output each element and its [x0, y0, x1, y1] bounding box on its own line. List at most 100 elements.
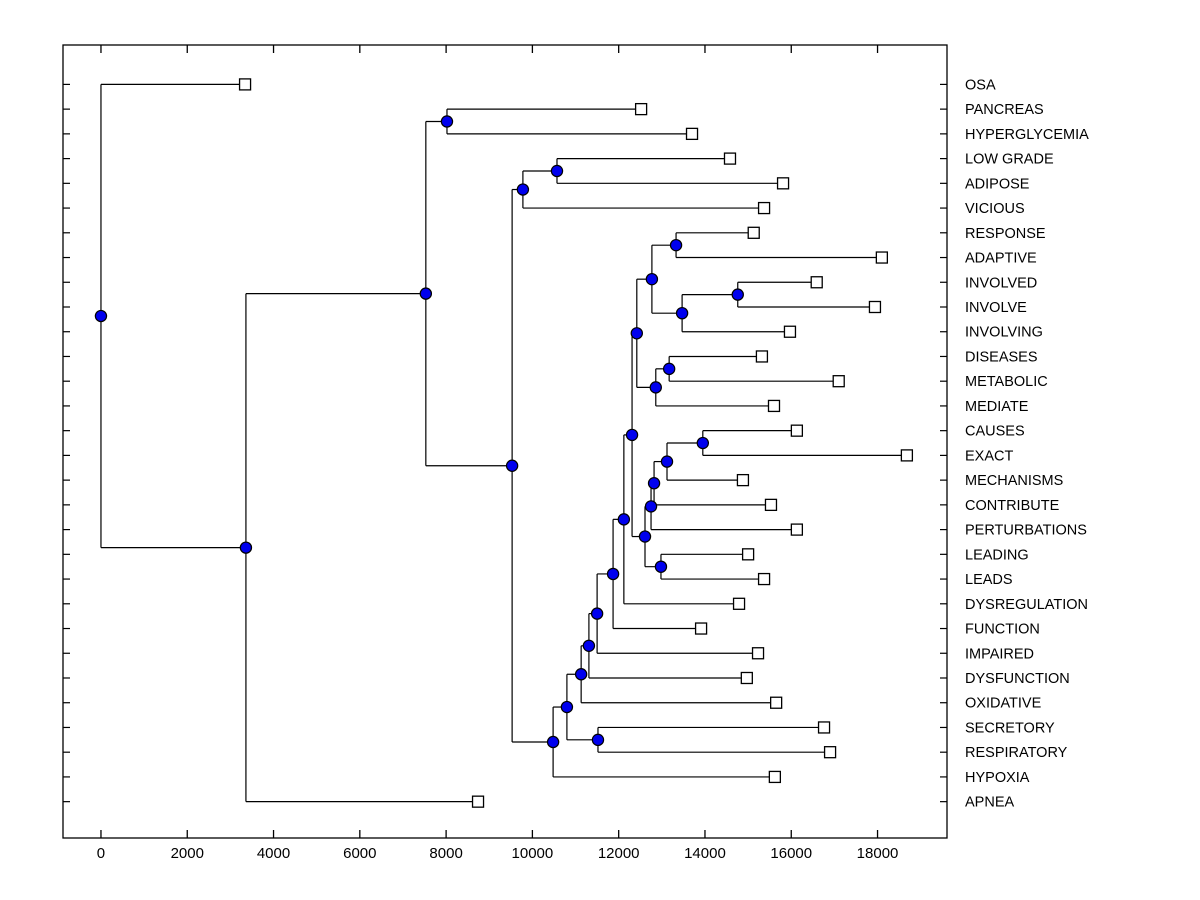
x-tick-label: 8000	[429, 845, 462, 862]
leaf-square-marker	[875, 251, 889, 264]
leaf-square-marker	[634, 102, 648, 116]
x-tick-label: 18000	[857, 845, 899, 862]
branch-node-dot	[696, 436, 710, 450]
leaf-label: DYSREGULATION	[965, 597, 1088, 613]
leaf-square-marker	[694, 622, 708, 635]
x-tick-label: 10000	[512, 845, 554, 862]
leaf-square-marker	[776, 177, 790, 190]
x-tick-label: 6000	[343, 845, 376, 862]
branch-node-dot	[440, 115, 454, 128]
leaf-label: MEDIATE	[965, 399, 1029, 415]
leaf-square-marker	[823, 746, 837, 759]
leaf-label: APNEA	[965, 795, 1014, 811]
leaf-square-marker	[238, 78, 252, 91]
x-tick-label: 0	[97, 845, 105, 862]
leaf-square-marker	[751, 647, 765, 660]
leaf-square-marker	[685, 127, 699, 141]
leaf-label: RESPIRATORY	[965, 745, 1068, 761]
branch-node-dot	[669, 238, 683, 252]
leaf-label: IMPAIRED	[965, 646, 1034, 662]
branch-node-dot	[662, 362, 676, 376]
leaf-label: DYSFUNCTION	[965, 671, 1070, 687]
x-tick-label: 12000	[598, 845, 640, 862]
leaf-square-marker	[471, 795, 485, 808]
x-tick-label: 2000	[171, 845, 204, 862]
branch-node-dot	[675, 306, 689, 320]
branch-node-dot	[516, 183, 530, 196]
plot-box	[62, 44, 948, 839]
branch-node-dot	[582, 639, 596, 652]
leaf-square-marker	[900, 449, 914, 462]
branch-node-dot	[654, 560, 668, 573]
leaf-square-marker	[732, 597, 746, 610]
leaf-square-marker	[736, 473, 750, 487]
leaf-square-marker	[757, 572, 771, 586]
branch-node-dot	[94, 309, 108, 323]
leaf-square-marker	[868, 300, 882, 314]
leaf-square-marker	[817, 721, 831, 734]
x-tick-label: 16000	[770, 845, 812, 862]
leaf-square-marker	[757, 201, 771, 215]
branch-node-dot	[239, 541, 253, 554]
leaf-label: CAUSES	[965, 424, 1025, 440]
branch-node-dot	[644, 500, 658, 513]
leaf-square-marker	[723, 152, 737, 165]
leaf-label: VICIOUS	[965, 201, 1025, 217]
leaf-label: OXIDATIVE	[965, 696, 1042, 712]
leaf-label: PANCREAS	[965, 102, 1044, 118]
branch-node-dot	[649, 381, 662, 394]
leaf-label: LEADING	[965, 547, 1029, 563]
leaf-square-marker	[741, 548, 755, 561]
leaf-label: INVOLVE	[965, 300, 1027, 316]
leaf-label: HYPERGLYCEMIA	[965, 127, 1089, 143]
leaf-square-marker	[832, 375, 845, 388]
branch-node-dot	[574, 668, 588, 681]
branch-node-dot	[591, 733, 605, 747]
leaf-square-marker	[755, 350, 769, 363]
leaf-label: INVOLVED	[965, 275, 1037, 291]
leaf-square-marker	[767, 399, 781, 413]
leaf-label: ADAPTIVE	[965, 251, 1037, 267]
leaf-label: EXACT	[965, 448, 1013, 464]
branch-node-dot	[660, 455, 674, 468]
leaf-label: HYPOXIA	[965, 770, 1030, 786]
branch-node-dot	[731, 288, 744, 301]
branch-node-dot	[590, 607, 604, 620]
leaf-square-marker	[770, 696, 783, 709]
branch-node-dot	[645, 272, 659, 286]
leaf-square-marker	[783, 325, 797, 338]
branch-node-dot	[625, 428, 639, 442]
leaf-square-marker	[740, 671, 753, 685]
leaf-square-marker	[768, 770, 782, 784]
leaf-label: DISEASES	[965, 349, 1038, 365]
leaf-label: SECRETORY	[965, 720, 1055, 736]
branch-node-dot	[647, 477, 661, 490]
branch-node-dot	[546, 735, 560, 749]
branch-node-dot	[419, 287, 433, 300]
leaf-label: CONTRIBUTE	[965, 498, 1060, 514]
branch-node-dot	[617, 513, 631, 526]
leaf-label: LEADS	[965, 572, 1013, 588]
branch-node-dot	[505, 459, 519, 472]
leaf-square-marker	[764, 498, 778, 512]
leaf-square-marker	[790, 424, 804, 437]
branch-node-dot	[638, 530, 652, 543]
leaf-label: METABOLIC	[965, 374, 1048, 390]
branch-node-dot	[550, 164, 564, 178]
leaf-label: MECHANISMS	[965, 473, 1063, 489]
branch-node-dot	[630, 327, 644, 340]
branch-node-dot	[560, 700, 574, 714]
leaf-label: OSA	[965, 77, 996, 93]
leaf-square-marker	[747, 226, 760, 239]
branch-node-dot	[606, 567, 620, 581]
leaf-label: FUNCTION	[965, 622, 1040, 638]
leaf-label: INVOLVING	[965, 325, 1043, 341]
leaf-label: RESPONSE	[965, 226, 1046, 242]
leaf-label: ADIPOSE	[965, 176, 1030, 192]
leaf-square-marker	[790, 523, 804, 536]
leaf-label: LOW GRADE	[965, 152, 1054, 168]
x-tick-label: 14000	[684, 845, 726, 862]
